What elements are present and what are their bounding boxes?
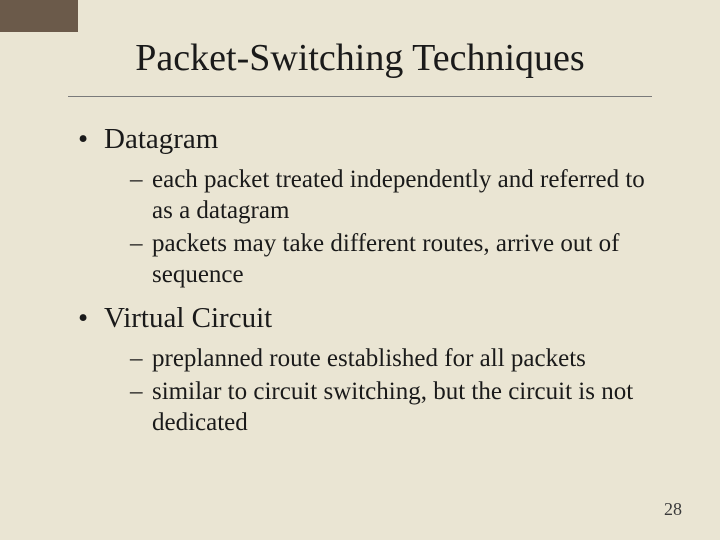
sub-list-item: preplanned route established for all pac… — [130, 343, 652, 374]
sub-list-item: similar to circuit switching, but the ci… — [130, 376, 652, 438]
list-item: Datagram each packet treated independent… — [76, 121, 652, 290]
bullet-list: Datagram each packet treated independent… — [76, 121, 652, 438]
page-number: 28 — [664, 499, 682, 520]
bullet-label: Virtual Circuit — [104, 302, 272, 334]
slide: Packet-Switching Techniques Datagram eac… — [0, 0, 720, 540]
slide-content: Datagram each packet treated independent… — [68, 121, 652, 438]
sub-list-item: packets may take different routes, arriv… — [130, 228, 652, 290]
slide-title: Packet-Switching Techniques — [68, 36, 652, 90]
bullet-label: Datagram — [104, 123, 218, 155]
corner-decoration — [0, 0, 78, 32]
sub-bullet-list: preplanned route established for all pac… — [104, 343, 652, 438]
sub-list-item: each packet treated independently and re… — [130, 164, 652, 226]
list-item: Virtual Circuit preplanned route establi… — [76, 300, 652, 438]
title-underline — [68, 96, 652, 97]
sub-bullet-list: each packet treated independently and re… — [104, 164, 652, 290]
